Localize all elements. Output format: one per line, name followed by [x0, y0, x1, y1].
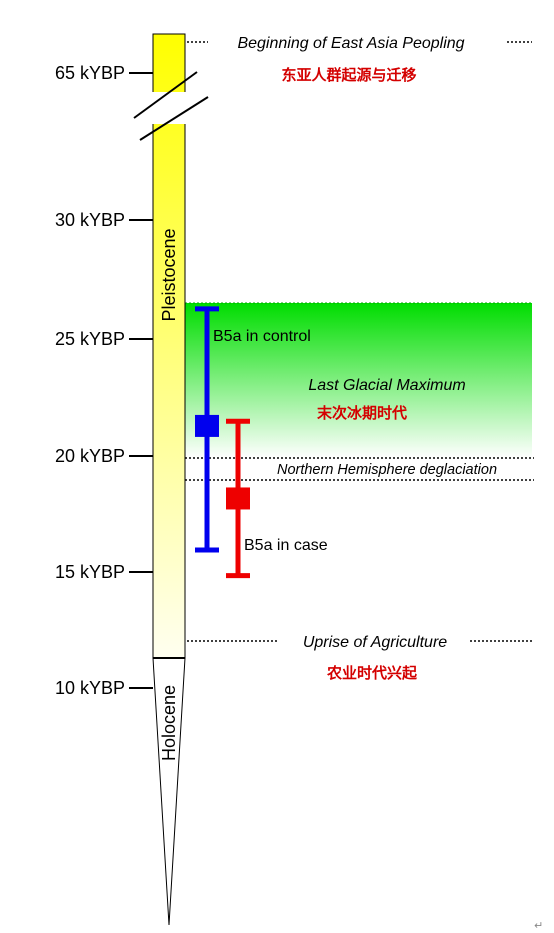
agriculture-label-zh: 农业时代兴起 — [326, 664, 418, 682]
axis-break-mark — [133, 71, 209, 141]
tick-marks — [129, 72, 153, 689]
lgm-band — [185, 303, 532, 458]
range-bars — [195, 306, 250, 579]
tick-label-25: 25 kYBP — [55, 329, 125, 349]
tick-label-15: 15 kYBP — [55, 562, 125, 582]
range-label-control: B5a in control — [213, 328, 311, 345]
pleistocene-bar — [152, 33, 186, 659]
return-mark: ↵ — [534, 919, 543, 932]
peopling-label-zh: 东亚人群起源与迁移 — [281, 66, 416, 84]
holocene-label: Holocene — [159, 685, 179, 761]
range-bar-control-point — [195, 414, 219, 437]
lgm-label-en: Last Glacial Maximum — [308, 377, 465, 394]
lgm-label-zh: 末次冰期时代 — [317, 404, 407, 422]
pleistocene-label: Pleistocene — [159, 228, 179, 321]
annotation-lines — [185, 41, 534, 642]
tick-label-10: 10 kYBP — [55, 678, 125, 698]
tick-label-65: 65 kYBP — [55, 63, 125, 83]
tick-label-20: 20 kYBP — [55, 446, 125, 466]
deglaciation-label-en: Northern Hemisphere deglaciation — [277, 462, 497, 478]
range-label-case: B5a in case — [244, 537, 328, 554]
range-bar-case-point — [226, 487, 250, 510]
tick-label-30: 30 kYBP — [55, 210, 125, 230]
peopling-label-en: Beginning of East Asia Peopling — [237, 35, 464, 52]
agriculture-label-en: Uprise of Agriculture — [303, 634, 447, 651]
